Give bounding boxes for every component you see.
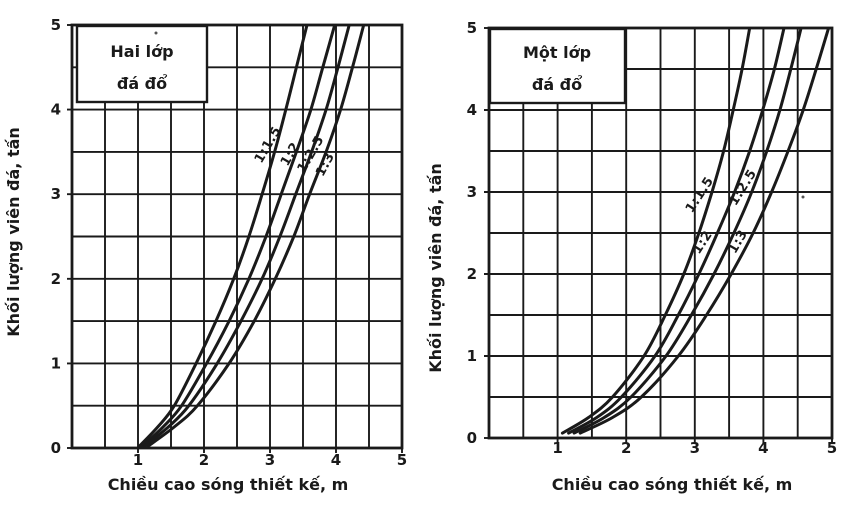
curve-1-2-5 xyxy=(143,25,351,448)
y-axis-title: Khối lượng viên đá, tấn xyxy=(4,127,23,337)
curve-1-2 xyxy=(140,25,337,448)
y-axis-title: Khối lượng viên đá, tấn xyxy=(426,163,445,373)
y-tick-label: 3 xyxy=(467,183,477,201)
x-axis-title: Chiều cao sóng thiết kế, m xyxy=(552,475,793,494)
x-tick-label: 1 xyxy=(133,451,143,469)
curve-1-1-5 xyxy=(137,25,309,448)
x-axis-title: Chiều cao sóng thiết kế, m xyxy=(108,475,349,494)
x-tick-label: 2 xyxy=(621,439,631,457)
curve-1-2 xyxy=(567,28,786,435)
curve-label-1-2-5: 1:2.5 xyxy=(726,167,760,209)
y-tick-label: 4 xyxy=(51,101,61,119)
y-tick-label: 2 xyxy=(51,270,61,288)
curves-group xyxy=(137,25,366,448)
y-tick-label: 5 xyxy=(51,16,61,34)
x-tick-label: 1 xyxy=(552,439,562,457)
y-tick-label: 3 xyxy=(51,185,61,203)
x-tick-label: 5 xyxy=(827,439,837,457)
plot-frame xyxy=(487,26,834,440)
legend-box xyxy=(488,27,627,105)
x-tick-label: 2 xyxy=(199,451,209,469)
y-tick-label: 0 xyxy=(467,429,477,447)
x-tick-label: 3 xyxy=(690,439,700,457)
plot-frame xyxy=(70,23,404,450)
curve-1-1-5 xyxy=(560,28,752,435)
x-tick-label: 3 xyxy=(265,451,275,469)
legend-line-1: Hai lớp xyxy=(110,42,173,61)
x-tick-label: 4 xyxy=(331,451,341,469)
curve-1-3 xyxy=(146,25,366,448)
legend-box xyxy=(75,24,209,104)
y-tick-label: 2 xyxy=(467,265,477,283)
curve-1-2-5 xyxy=(572,28,803,435)
x-tick-label: 4 xyxy=(758,439,768,457)
legend-line-2: đá đổ xyxy=(532,75,582,94)
curve-1-3 xyxy=(578,28,831,435)
y-tick-label: 1 xyxy=(51,354,61,372)
legend-line-2: đá đổ xyxy=(117,74,167,93)
y-tick-label: 4 xyxy=(467,101,477,119)
y-tick-label: 0 xyxy=(51,439,61,457)
y-tick-label: 1 xyxy=(467,347,477,365)
scan-speck xyxy=(154,31,158,35)
y-tick-label: 5 xyxy=(467,19,477,37)
curves-group xyxy=(560,28,831,435)
x-tick-label: 5 xyxy=(397,451,407,469)
scan-speck xyxy=(801,195,805,199)
legend-line-1: Một lớp xyxy=(523,43,591,62)
